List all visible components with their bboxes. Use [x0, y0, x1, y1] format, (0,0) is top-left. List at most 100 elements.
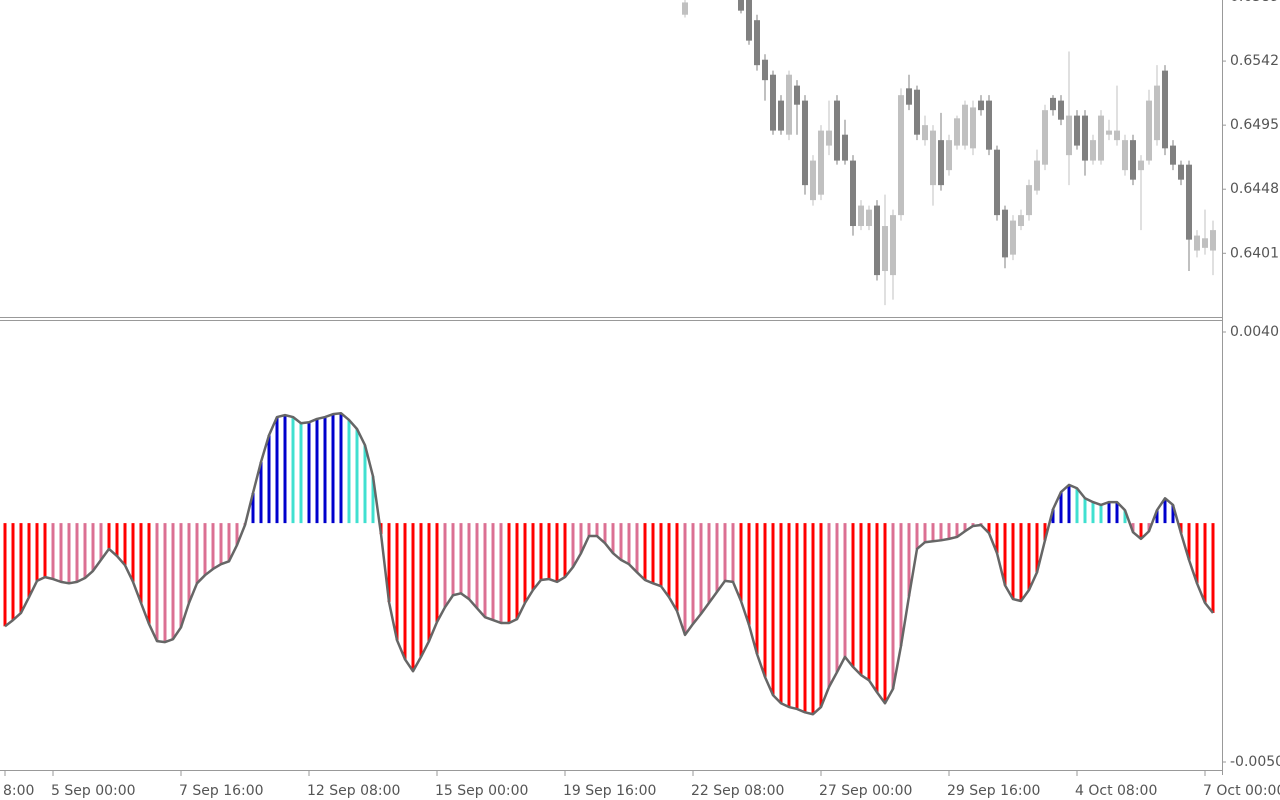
histogram-bar: [755, 523, 759, 655]
histogram-bar: [251, 493, 255, 524]
histogram-bar: [1115, 502, 1119, 524]
x-tick-label: 27 Sep 00:00: [819, 783, 912, 799]
histogram-bar: [1059, 492, 1063, 524]
histogram-bar: [1123, 510, 1127, 524]
candle-body: [1154, 85, 1160, 141]
histogram-bar: [883, 523, 887, 704]
histogram-bar: [747, 523, 751, 625]
histogram-bar: [779, 523, 783, 704]
histogram-bar: [259, 461, 263, 524]
x-tick-label: 22 Sep 08:00: [691, 783, 784, 799]
y-tick-label: 0.6589: [1230, 0, 1279, 5]
histogram-bar: [1099, 504, 1103, 524]
histogram-bar: [723, 523, 727, 581]
y-tick-label: 0.6401: [1230, 245, 1279, 261]
histogram-bar: [443, 523, 447, 608]
histogram-bar: [987, 523, 991, 534]
histogram-bar: [147, 523, 151, 624]
histogram-bar: [3, 523, 7, 627]
histogram-bar: [651, 523, 655, 584]
histogram-bar: [1203, 523, 1207, 603]
candle-body: [754, 20, 760, 66]
histogram-bar: [1019, 523, 1023, 601]
histogram-bar: [187, 523, 191, 603]
histogram-bar: [827, 523, 831, 687]
histogram-bar: [403, 523, 407, 660]
histogram-bar: [67, 523, 71, 584]
candle-body: [1058, 100, 1064, 120]
candle-body: [1090, 140, 1096, 161]
histogram-bar: [915, 523, 919, 549]
x-tick-label: 12 Sep 08:00: [307, 783, 400, 799]
candle-body: [1194, 235, 1200, 251]
histogram-bar: [355, 428, 359, 524]
histogram-bar: [155, 523, 159, 642]
candle-body: [962, 104, 968, 146]
histogram-bar: [395, 523, 399, 641]
x-tick-label: 8:00: [3, 783, 34, 799]
histogram-bar: [811, 523, 815, 715]
histogram-bar: [1187, 523, 1191, 560]
candle-body: [1122, 140, 1128, 171]
histogram-bar: [659, 523, 663, 587]
candle-body: [770, 74, 776, 131]
histogram-bar: [1155, 510, 1159, 524]
x-tick-label: 7 Oct 00:00: [1203, 783, 1280, 799]
candle-body: [834, 100, 840, 161]
indicator-line: [4, 411, 1214, 716]
candle-body: [786, 74, 792, 135]
histogram-bar: [611, 523, 615, 554]
candle-body: [826, 130, 832, 146]
candle-body: [762, 59, 768, 81]
histogram-bar: [475, 523, 479, 609]
histogram-bar: [27, 523, 31, 598]
histogram-bar: [1091, 502, 1095, 524]
histogram-bar: [795, 523, 799, 709]
histogram-bar: [835, 523, 839, 673]
histogram-bar: [91, 523, 95, 571]
histogram-bar: [1083, 498, 1087, 524]
candle-body: [818, 130, 824, 195]
candle-body: [842, 134, 848, 161]
histogram-bar: [939, 523, 943, 541]
histogram-bar: [1043, 523, 1047, 541]
candle-body: [922, 125, 928, 141]
histogram-bar: [851, 523, 855, 667]
histogram-bar: [539, 523, 543, 580]
histogram-bar: [843, 523, 847, 657]
candle-body: [994, 149, 1000, 216]
histogram-bar: [875, 523, 879, 693]
histogram-bar: [867, 523, 871, 681]
histogram-bar: [451, 523, 455, 596]
histogram-bar: [627, 523, 631, 565]
x-tick-label: 15 Sep 00:00: [435, 783, 528, 799]
candle-body: [858, 205, 864, 227]
histogram-bar: [51, 523, 55, 580]
histogram-bar: [1107, 502, 1111, 524]
histogram-bar: [891, 523, 895, 689]
candle-body: [898, 95, 904, 216]
histogram-bar: [555, 523, 559, 582]
histogram-bar: [171, 523, 175, 640]
candle-body: [1170, 145, 1176, 165]
histogram-bar: [595, 523, 599, 537]
candle-body: [1082, 115, 1088, 161]
histogram-bar: [115, 523, 119, 557]
histogram-bar: [619, 523, 623, 560]
histogram-bar: [131, 523, 135, 582]
histogram-bar: [515, 523, 519, 620]
histogram-bar: [1147, 523, 1151, 532]
histogram-bar: [99, 523, 103, 560]
histogram-bar: [483, 523, 487, 618]
y-tick-label: 0.6448: [1230, 181, 1279, 197]
histogram-bar: [731, 523, 735, 582]
histogram-bar: [923, 523, 927, 543]
histogram-bar: [291, 417, 295, 524]
histogram-bar: [307, 422, 311, 524]
histogram-bar: [1163, 498, 1167, 524]
histogram-bar: [163, 523, 167, 643]
histogram-bar: [803, 523, 807, 713]
histogram-bar: [459, 523, 463, 594]
x-tick-label: 29 Sep 16:00: [947, 783, 1040, 799]
